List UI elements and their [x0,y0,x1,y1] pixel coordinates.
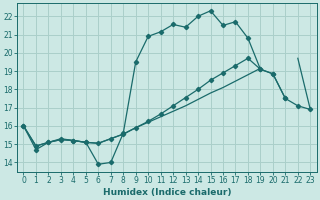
X-axis label: Humidex (Indice chaleur): Humidex (Indice chaleur) [103,188,231,197]
